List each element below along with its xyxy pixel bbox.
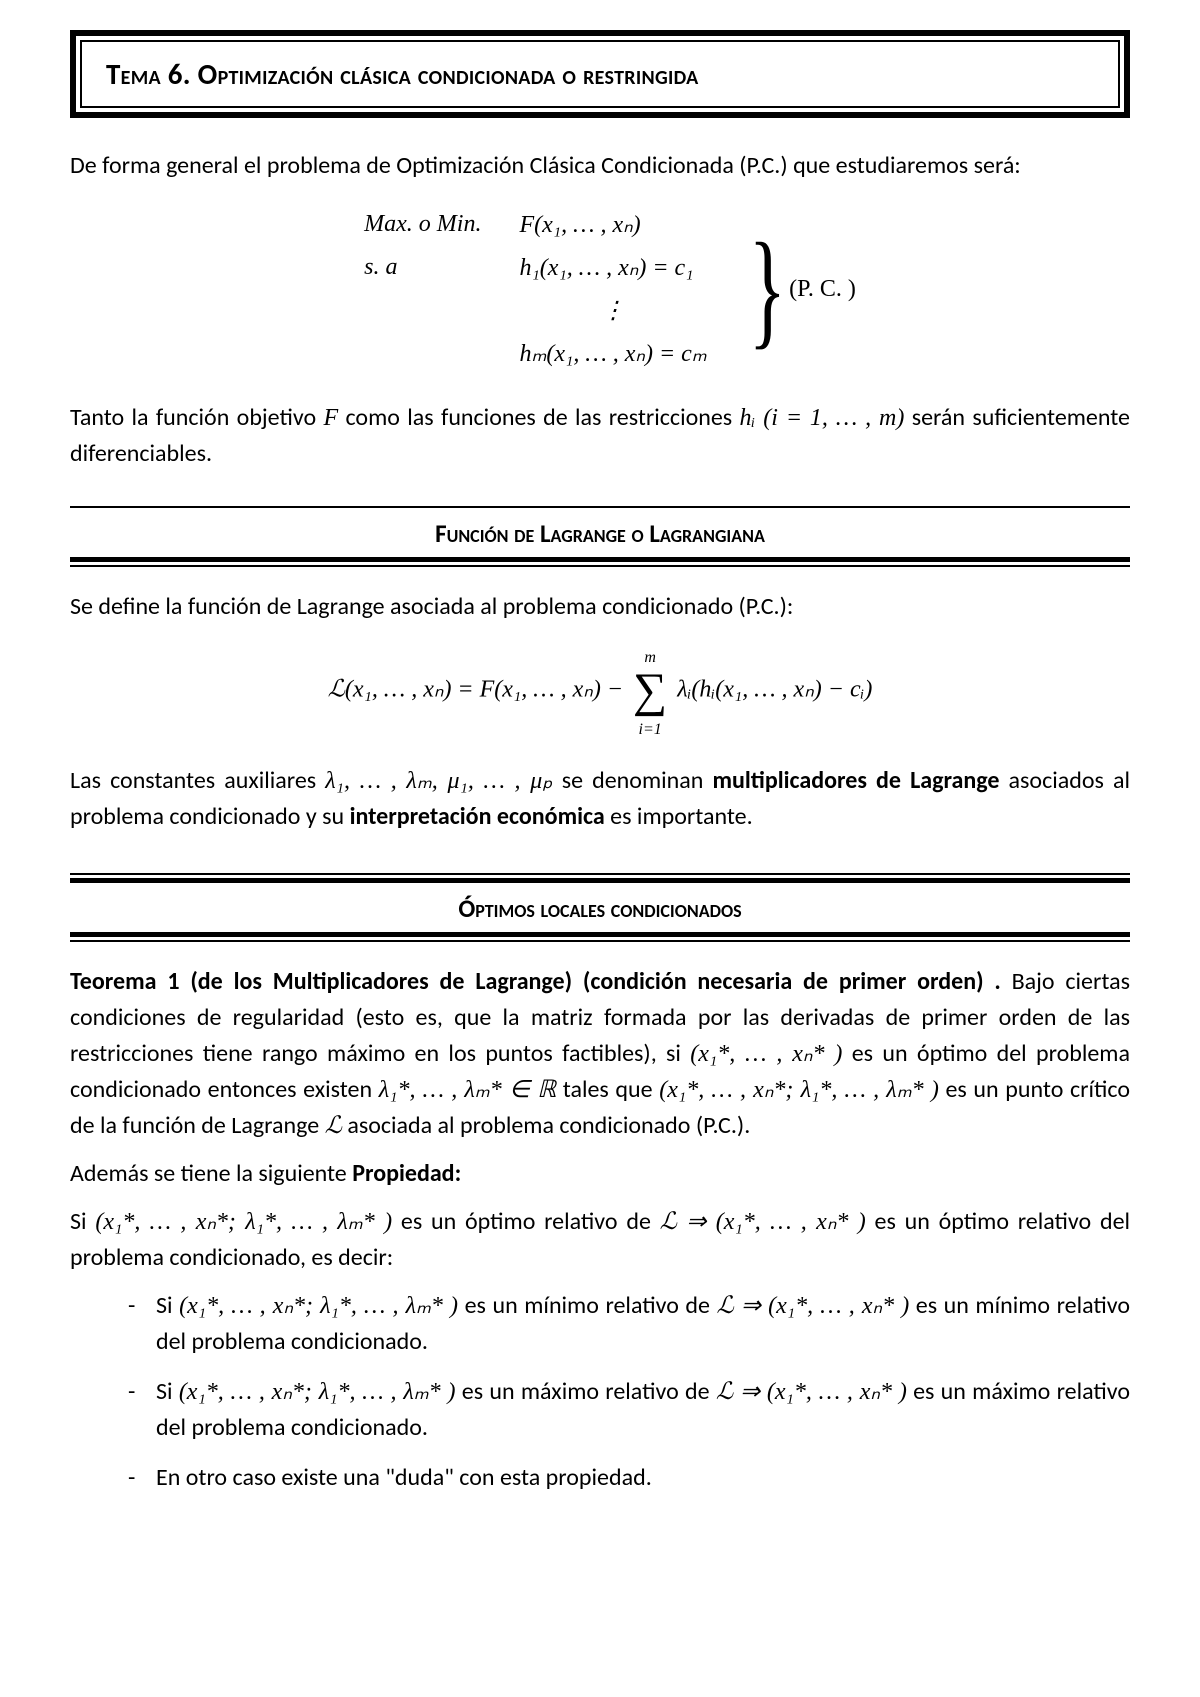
bold-interp: interpretación económica [350,802,605,831]
page-title: Tema 6. Optimización clásica condicionad… [106,56,1094,92]
pc-h1: h₁(x₁, … , xₙ) = c₁ [501,247,724,288]
txt: tales que [556,1075,659,1104]
txt: Si [156,1291,179,1320]
property-list: Si (x₁*, … , xₙ*; λ₁*, … , λₘ* ) es un m… [128,1288,1130,1496]
pc-table: Max. o Min. F(x₁, … , xₙ) s. a h₁(x₁, … … [344,202,727,376]
txt: asociada al problema condicionado (P.C.)… [342,1111,750,1140]
divider-thick2 [70,932,1130,942]
lambdas: λ₁, … , λₘ, μ₁, … , μₚ [325,768,552,794]
title-frame: Tema 6. Optimización clásica condicionad… [70,30,1130,118]
txt: es un mínimo relativo de [458,1291,716,1320]
prop-intro: Además se tiene la siguiente Propiedad: [70,1156,1130,1192]
divider-thick [70,557,1130,567]
summation: m∑i=1 [633,643,667,739]
lagrange-formula: ℒ(x₁, … , xₙ) = F(x₁, … , xₙ) − m∑i=1 λᵢ… [70,643,1130,739]
txt: Tanto la función objetivo [70,403,323,432]
pc-formulation: Max. o Min. F(x₁, … , xₙ) s. a h₁(x₁, … … [70,202,1130,376]
section1-title: Función de Lagrange o Lagrangiana [70,518,1130,549]
prop-main: Si (x₁*, … , xₙ*; λ₁*, … , λₘ* ) es un ó… [70,1204,1130,1276]
pc-vdots: ⋮ [501,290,724,331]
lagr-lhs: ℒ(x₁, … , xₙ) = F(x₁, … , xₙ) − [328,677,629,703]
list-item: En otro caso existe una "duda" con esta … [128,1460,1130,1496]
bold-mult: multiplicadores de Lagrange [712,766,999,795]
txt: Si [70,1207,95,1236]
title-inner: Tema 6. Optimización clásica condicionad… [80,40,1120,108]
divider-thin [70,506,1130,508]
lagr-rhs: λᵢ(hᵢ(x₁, … , xₙ) − cᵢ) [671,677,872,703]
pc-F: F(x₁, … , xₙ) [501,204,724,245]
teo-head: Teorema 1 (de los Multiplicadores de Lag… [70,967,1001,996]
txt: es un máximo relativo de [456,1377,716,1406]
section1-intro: Se define la función de Lagrange asociad… [70,589,1130,625]
li-L: ℒ ⇒ (x₁*, … , xₙ* ) [717,1293,910,1319]
after-pc-para: Tanto la función objetivo F como las fun… [70,400,1130,472]
section1-after: Las constantes auxiliares λ₁, … , λₘ, μ₁… [70,763,1130,835]
teo-x: (x₁*, … , xₙ* ) [690,1041,842,1067]
txt: como las funciones de las restricciones [338,403,739,432]
txt: Si [156,1377,179,1406]
txt: En otro caso existe una "duda" con esta … [156,1463,652,1492]
txt: se denominan [553,766,713,795]
txt: Las constantes auxiliares [70,766,325,795]
teorema1: Teorema 1 (de los Multiplicadores de Lag… [70,964,1130,1144]
prop-x: (x₁*, … , xₙ*; λ₁*, … , λₘ* ) [95,1209,392,1235]
sum-bot: i=1 [639,721,662,738]
txt: es importante. [605,802,753,831]
li-L: ℒ ⇒ (x₁*, … , xₙ* ) [716,1379,907,1405]
section2-title: Óptimos locales condicionados [70,893,1130,924]
txt: es un óptimo relativo de [392,1207,660,1236]
teo-L: ℒ [325,1113,342,1139]
divider-top [70,873,1130,883]
list-item: Si (x₁*, … , xₙ*; λ₁*, … , λₘ* ) es un m… [128,1288,1130,1360]
pc-hm: hₘ(x₁, … , xₙ) = cₘ [501,333,724,374]
li-x: (x₁*, … , xₙ*; λ₁*, … , λₘ* ) [179,1379,456,1405]
pc-label: (P. C. ) [789,276,856,303]
prop-L: ℒ ⇒ (x₁*, … , xₙ* ) [660,1209,866,1235]
pc-maxmin: Max. o Min. [346,204,499,245]
brace-icon: } [746,231,786,348]
hi-sym: hᵢ (i = 1, … , m) [740,405,905,431]
teo-lam: λ₁*, … , λₘ* ∈ ℝ [379,1077,556,1103]
prop-label: Propiedad: [352,1159,461,1188]
li-x: (x₁*, … , xₙ*; λ₁*, … , λₘ* ) [179,1293,458,1319]
teo-xlam: (x₁*, … , xₙ*; λ₁*, … , λₘ* ) [659,1077,939,1103]
intro-paragraph: De forma general el problema de Optimiza… [70,148,1130,184]
F-sym: F [323,405,338,431]
sigma-icon: ∑ [633,664,667,717]
list-item: Si (x₁*, … , xₙ*; λ₁*, … , λₘ* ) es un m… [128,1374,1130,1446]
txt: Además se tiene la siguiente [70,1159,352,1188]
pc-sa: s. a [346,247,499,288]
